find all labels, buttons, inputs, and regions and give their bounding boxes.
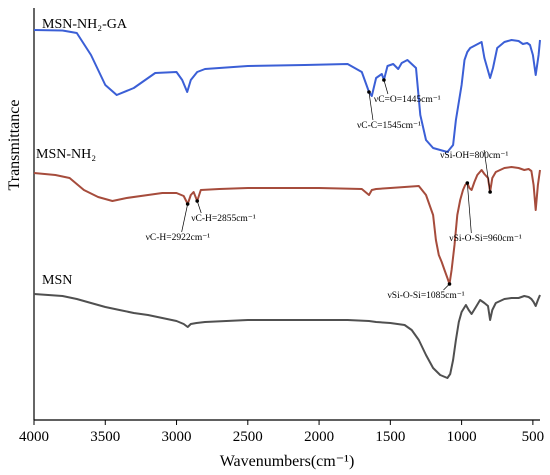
y-axis-title: Transmittance xyxy=(6,100,23,191)
annotation-marker xyxy=(488,190,492,194)
series-label-0: MSN-NH₂-GA xyxy=(42,17,128,32)
x-tick-label: 1500 xyxy=(375,429,405,445)
series-line-2 xyxy=(33,293,541,379)
annotation-label: νSi-O-Si=960cm⁻¹ xyxy=(449,234,522,244)
series-line-0 xyxy=(33,29,541,153)
annotation-marker xyxy=(185,202,190,206)
x-axis-title: Wavenumbers(cm⁻¹) xyxy=(220,453,355,470)
annotation-label: νC-C=1545cm⁻¹ xyxy=(357,121,421,131)
annotation-leader xyxy=(383,79,389,95)
annotation-layer: νC-C=1545cm⁻¹ νC=O=1445cm⁻¹ νC-H=2922cm⁻¹ ν… xyxy=(146,78,522,301)
x-tick-label: 3500 xyxy=(90,429,120,445)
annotation-label: νC=O=1445cm⁻¹ xyxy=(374,95,441,105)
x-tick-label: 2500 xyxy=(233,429,263,445)
series-label-layer: MSN-NH₂-GA MSN-NH₂ MSN xyxy=(36,17,128,288)
series-label-2: MSN xyxy=(42,273,72,288)
annotation-marker xyxy=(447,282,452,286)
annotation-marker xyxy=(465,181,470,185)
annotation-marker xyxy=(382,78,386,82)
series-label-1: MSN-NH₂ xyxy=(36,147,96,162)
x-tick-label: 500 xyxy=(522,429,545,445)
x-tick-label: 3000 xyxy=(162,429,192,445)
annotation-leader xyxy=(368,91,374,121)
annotation-leader xyxy=(196,200,202,214)
annotation-leader xyxy=(181,203,188,233)
annotation-marker xyxy=(367,90,371,94)
annotation-label: νC-H=2855cm⁻¹ xyxy=(191,214,256,224)
x-tick-label: 4000 xyxy=(19,429,49,445)
x-tick-label: 2000 xyxy=(304,429,334,445)
annotation-marker xyxy=(195,199,200,203)
series-line-1 xyxy=(33,166,541,285)
annotation-label: νSi-OH=800cm⁻¹ xyxy=(440,151,508,161)
annotation-label: νC-H=2922cm⁻¹ xyxy=(146,233,211,243)
annotation-leader xyxy=(466,182,472,234)
annotation-label: νSi-O-Si=1085cm⁻¹ xyxy=(387,291,464,301)
series-layer xyxy=(33,29,541,379)
x-ticks: 4000 3500 3000 2500 2000 1500 1000 500 xyxy=(19,420,544,445)
annotation-leader xyxy=(483,149,491,193)
x-tick-label: 1000 xyxy=(447,429,477,445)
